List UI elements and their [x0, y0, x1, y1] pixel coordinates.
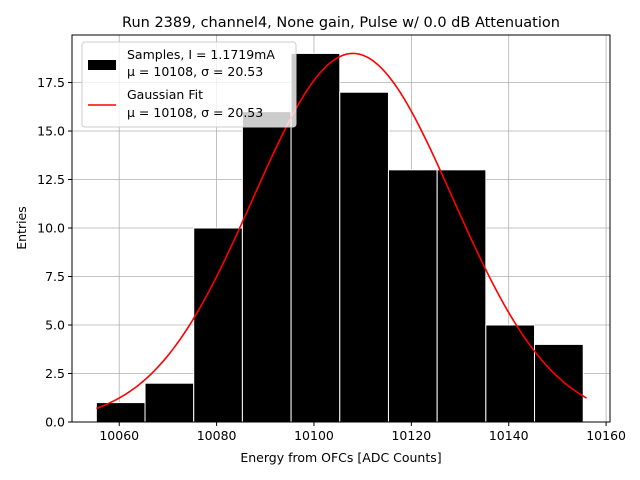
x-tick-label: 10100	[294, 428, 334, 443]
histogram-bar	[241, 111, 292, 423]
legend: Samples, I = 1.1719mA μ = 10108, σ = 20.…	[81, 41, 297, 128]
legend-fit-stats: μ = 10108, σ = 20.53	[127, 105, 263, 120]
y-tick-label: 0.0	[45, 415, 65, 430]
y-tick-label: 2.5	[45, 366, 65, 381]
y-tick-label: 10.0	[37, 221, 65, 236]
x-tick-label: 10080	[197, 428, 237, 443]
legend-samples-label: Samples, I = 1.1719mA	[127, 47, 275, 62]
y-tick-label: 12.5	[37, 172, 65, 187]
legend-box	[81, 41, 297, 128]
histogram-bar	[290, 52, 341, 423]
legend-samples-stats: μ = 10108, σ = 20.53	[127, 64, 263, 79]
x-tick-label: 10140	[489, 428, 529, 443]
y-tick-label: 17.5	[37, 75, 65, 90]
y-axis-ticks: 0.0 2.5 5.0 7.5 10.0 12.5 15.0 17.5	[37, 75, 72, 430]
x-tick-label: 10060	[99, 428, 139, 443]
x-axis-label: Energy from OFCs [ADC Counts]	[240, 450, 441, 465]
y-tick-label: 15.0	[37, 124, 65, 139]
y-tick-label: 7.5	[45, 269, 65, 284]
legend-fit-label: Gaussian Fit	[127, 87, 203, 102]
x-axis-ticks: 10060 10080 10100 10120 10140 10160	[99, 422, 626, 443]
gaussian-fit	[96, 52, 588, 410]
histogram-bar	[534, 343, 584, 423]
chart-title: Run 2389, channel4, None gain, Pulse w/ …	[122, 15, 560, 31]
histogram-bar	[485, 324, 536, 423]
x-tick-label: 10160	[586, 428, 626, 443]
x-tick-label: 10120	[391, 428, 431, 443]
y-axis-label: Entries	[14, 206, 29, 250]
histogram-bar	[339, 91, 389, 423]
y-tick-label: 5.0	[45, 318, 65, 333]
legend-samples-swatch	[88, 60, 116, 70]
histogram-bar	[193, 227, 243, 423]
histogram-bar	[436, 169, 487, 423]
histogram-bar	[144, 382, 195, 423]
histogram-bars	[95, 52, 584, 423]
gaussian-fit-line	[96, 52, 588, 410]
histogram-bar	[387, 169, 438, 423]
